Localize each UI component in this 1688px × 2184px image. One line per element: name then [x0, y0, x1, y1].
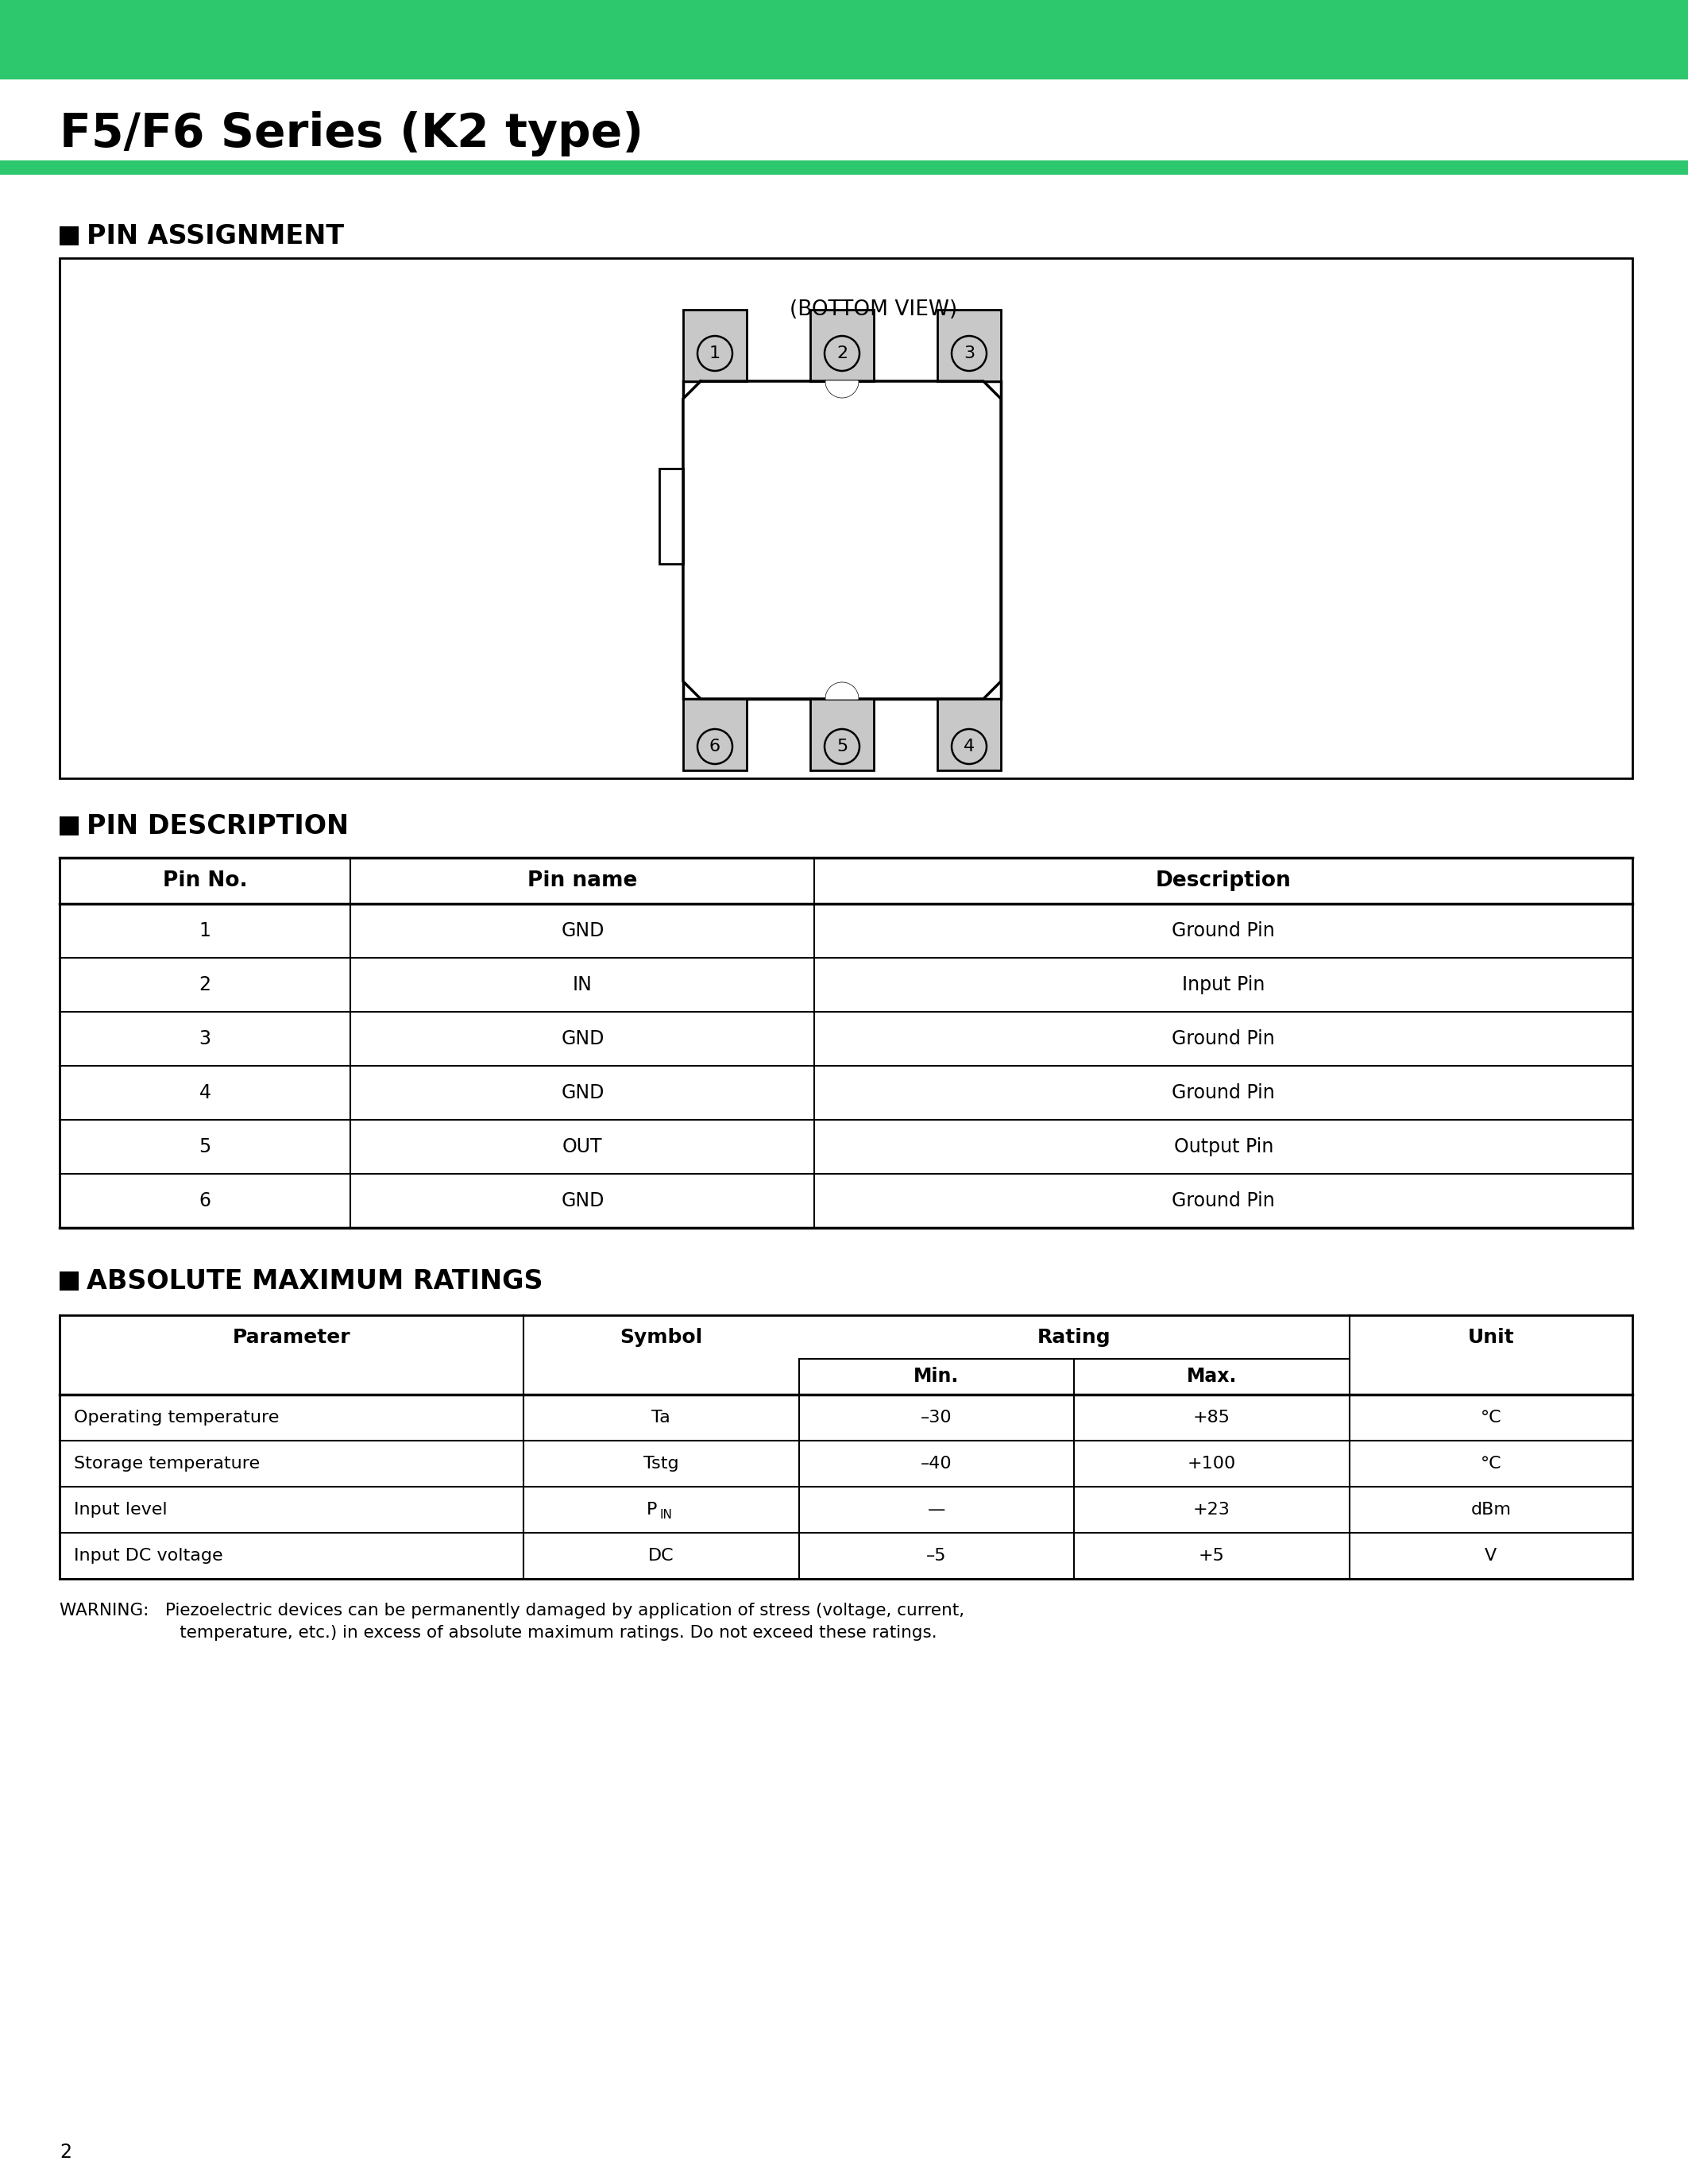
Text: Input level: Input level — [74, 1503, 167, 1518]
Bar — [660, 470, 684, 563]
Bar — [0, 0, 1688, 79]
Text: Pin name: Pin name — [528, 871, 638, 891]
Text: Ground Pin: Ground Pin — [1171, 1190, 1274, 1210]
Text: F5/F6 Series (K2 type): F5/F6 Series (K2 type) — [59, 111, 643, 155]
Text: 6: 6 — [709, 738, 721, 753]
Polygon shape — [825, 382, 858, 397]
Text: Max.: Max. — [1187, 1367, 1237, 1387]
Bar — [810, 310, 874, 382]
Text: 1: 1 — [199, 922, 211, 941]
Text: Unit: Unit — [1467, 1328, 1514, 1348]
Text: 2: 2 — [837, 345, 847, 360]
Text: Ground Pin: Ground Pin — [1171, 1029, 1274, 1048]
Text: Input DC voltage: Input DC voltage — [74, 1548, 223, 1564]
Text: GND: GND — [560, 1190, 604, 1210]
Bar — [937, 699, 1001, 771]
Text: 6: 6 — [199, 1190, 211, 1210]
Text: IN: IN — [660, 1509, 672, 1520]
Text: 5: 5 — [836, 738, 847, 753]
Text: Ta: Ta — [652, 1409, 670, 1426]
Text: (BOTTOM VIEW): (BOTTOM VIEW) — [790, 299, 957, 321]
Text: Min.: Min. — [913, 1367, 959, 1387]
Text: GND: GND — [560, 922, 604, 941]
Text: PIN ASSIGNMENT: PIN ASSIGNMENT — [86, 223, 344, 249]
Text: OUT: OUT — [562, 1138, 603, 1155]
Text: °C: °C — [1480, 1409, 1501, 1426]
Text: GND: GND — [560, 1029, 604, 1048]
Bar — [684, 382, 1001, 699]
Text: Ground Pin: Ground Pin — [1171, 922, 1274, 941]
Text: 2: 2 — [199, 976, 211, 994]
Polygon shape — [825, 684, 858, 699]
Bar — [59, 817, 79, 836]
Text: 2: 2 — [59, 2143, 71, 2162]
Text: Storage temperature: Storage temperature — [74, 1457, 260, 1472]
Text: —: — — [927, 1503, 945, 1518]
Text: PIN DESCRIPTION: PIN DESCRIPTION — [86, 812, 349, 839]
Text: Output Pin: Output Pin — [1173, 1138, 1273, 1155]
Text: ABSOLUTE MAXIMUM RATINGS: ABSOLUTE MAXIMUM RATINGS — [86, 1269, 544, 1295]
Bar — [59, 227, 79, 245]
Text: 4: 4 — [964, 738, 974, 753]
Text: 1: 1 — [709, 345, 721, 360]
Text: 4: 4 — [199, 1083, 211, 1103]
Text: dBm: dBm — [1470, 1503, 1511, 1518]
Polygon shape — [684, 382, 1001, 699]
Text: GND: GND — [560, 1083, 604, 1103]
Bar — [0, 159, 1688, 175]
Text: Description: Description — [1156, 871, 1291, 891]
Text: –30: –30 — [920, 1409, 952, 1426]
Text: –5: –5 — [927, 1548, 947, 1564]
Bar — [684, 310, 746, 382]
Bar — [59, 1271, 79, 1291]
Text: Parameter: Parameter — [233, 1328, 351, 1348]
Text: Ground Pin: Ground Pin — [1171, 1083, 1274, 1103]
Text: Symbol: Symbol — [619, 1328, 702, 1348]
Bar — [684, 699, 746, 771]
Text: +85: +85 — [1193, 1409, 1231, 1426]
Text: DC: DC — [648, 1548, 674, 1564]
Text: °C: °C — [1480, 1457, 1501, 1472]
Text: Operating temperature: Operating temperature — [74, 1409, 279, 1426]
Text: 5: 5 — [199, 1138, 211, 1155]
Text: IN: IN — [572, 976, 592, 994]
Text: +5: +5 — [1198, 1548, 1225, 1564]
Text: 3: 3 — [199, 1029, 211, 1048]
Text: +23: +23 — [1193, 1503, 1231, 1518]
Text: WARNING:   Piezoelectric devices can be permanently damaged by application of st: WARNING: Piezoelectric devices can be pe… — [59, 1603, 964, 1618]
Text: temperature, etc.) in excess of absolute maximum ratings. Do not exceed these ra: temperature, etc.) in excess of absolute… — [59, 1625, 937, 1640]
Text: 3: 3 — [964, 345, 974, 360]
Text: Pin No.: Pin No. — [162, 871, 248, 891]
Bar — [810, 699, 874, 771]
Bar — [59, 258, 1632, 778]
Text: Tstg: Tstg — [643, 1457, 679, 1472]
Text: Rating: Rating — [1036, 1328, 1111, 1348]
Text: V: V — [1485, 1548, 1497, 1564]
Text: P: P — [647, 1503, 657, 1518]
Text: +100: +100 — [1187, 1457, 1236, 1472]
Text: Input Pin: Input Pin — [1182, 976, 1264, 994]
Bar — [937, 310, 1001, 382]
Text: –40: –40 — [920, 1457, 952, 1472]
